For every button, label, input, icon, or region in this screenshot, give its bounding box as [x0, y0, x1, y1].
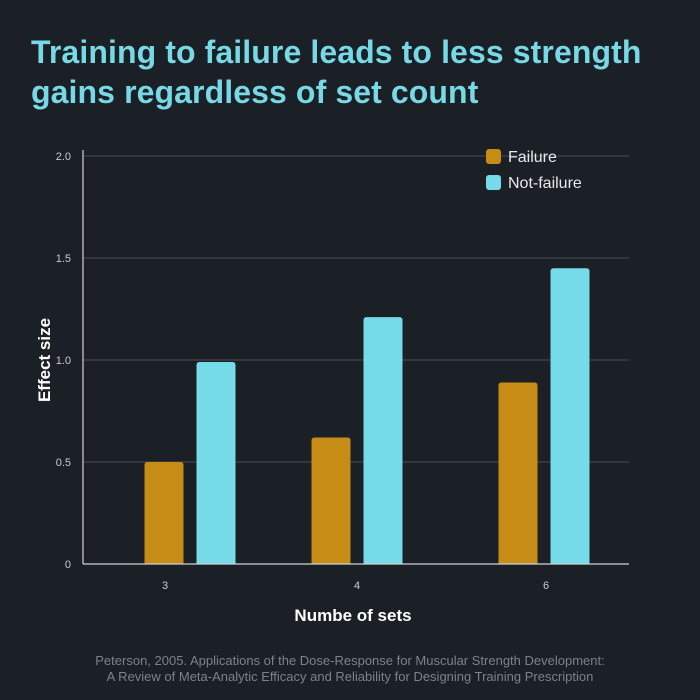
- x-tick-label: 6: [543, 580, 549, 592]
- source-line-2: A Review of Meta-Analytic Efficacy and R…: [106, 669, 594, 684]
- y-axis-label: Effect size: [35, 318, 54, 402]
- legend: Failure Not-failure: [486, 149, 582, 192]
- y-tick-label: 2.0: [56, 151, 71, 163]
- legend-label-failure: Failure: [508, 149, 557, 166]
- source-citation: Peterson, 2005. Applications of the Dose…: [0, 653, 700, 685]
- legend-label-not-failure: Not-failure: [508, 175, 582, 192]
- axes: [82, 150, 629, 565]
- bar-chart: 0 0.5 1.0 1.5 2.0 3 4 6 Failure Not-failure Effe…: [35, 149, 629, 625]
- y-tick-label: 1.0: [56, 355, 71, 367]
- y-tick-label: 0.5: [56, 457, 71, 469]
- legend-swatch-not-failure: [486, 175, 501, 190]
- bars: [144, 268, 590, 564]
- bar-not-failure-3: [196, 362, 236, 564]
- y-tick-label: 1.5: [56, 253, 71, 265]
- bar-failure-3: [144, 462, 184, 564]
- chart-title: Training to failure leads to less streng…: [31, 34, 642, 110]
- bar-not-failure-6: [550, 268, 590, 564]
- x-tick-label: 3: [162, 580, 168, 592]
- x-tick-label: 4: [354, 580, 360, 592]
- x-axis-label: Numbe of sets: [294, 606, 411, 625]
- tick-labels: 0 0.5 1.0 1.5 2.0 3 4 6: [56, 151, 549, 592]
- bar-failure-6: [498, 382, 538, 564]
- legend-swatch-failure: [486, 149, 501, 164]
- bar-not-failure-4: [363, 317, 403, 564]
- y-tick-label: 0: [65, 559, 71, 571]
- grid-lines: [83, 155, 629, 463]
- source-line-1: Peterson, 2005. Applications of the Dose…: [95, 653, 605, 668]
- bar-failure-4: [311, 437, 351, 564]
